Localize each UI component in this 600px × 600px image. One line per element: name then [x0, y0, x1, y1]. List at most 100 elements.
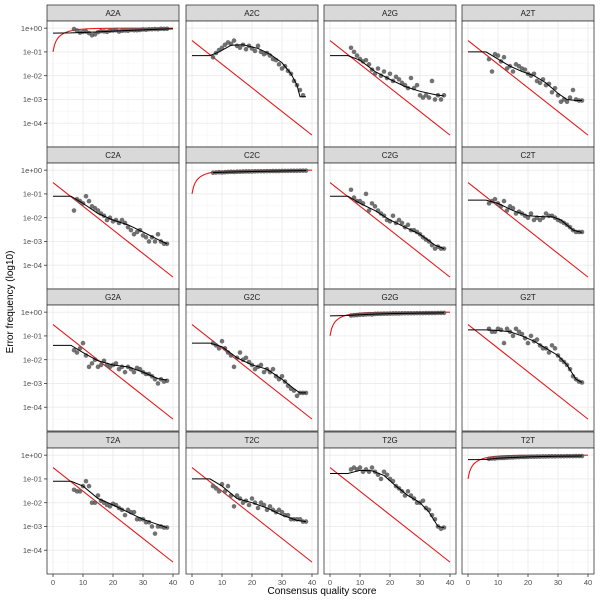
observed-error-point: [537, 80, 543, 86]
observed-error-point: [279, 374, 285, 379]
y-tick-label: 1e-04: [23, 403, 42, 412]
observed-error-point: [122, 369, 128, 375]
observed-error-point: [225, 483, 231, 489]
observed-error-point: [420, 498, 426, 504]
observed-error-point: [495, 53, 501, 58]
observed-error-point: [164, 378, 170, 384]
observed-error-point: [258, 362, 264, 368]
observed-error-point: [273, 374, 279, 379]
panel-grid: [462, 21, 594, 147]
observed-error-point: [363, 57, 369, 63]
observed-error-point: [131, 509, 137, 515]
observed-error-point: [155, 381, 161, 386]
panel-data: [52, 324, 174, 420]
observed-error-point: [80, 340, 86, 346]
observed-error-point: [86, 198, 92, 204]
observed-error-point: [528, 333, 534, 339]
nominal-error-line: [467, 324, 589, 420]
observed-error-point: [219, 338, 225, 344]
facet-strip-label: A2C: [244, 9, 260, 18]
y-tick-label: 1e-01: [23, 48, 42, 57]
observed-error-point: [567, 95, 573, 100]
observed-error-point: [549, 90, 555, 95]
observed-error-point: [492, 196, 498, 202]
y-tick-label: 1e-02: [23, 498, 42, 507]
y-tick-label: 1e-02: [23, 71, 42, 80]
y-tick-label: 1e-01: [23, 475, 42, 484]
panel-data: [191, 324, 313, 420]
observed-error-point: [522, 67, 528, 72]
panel-data: [467, 40, 589, 136]
observed-error-point: [98, 362, 104, 368]
fitted-error-line: [53, 480, 168, 529]
x-tick-label: 10: [494, 578, 502, 587]
observed-error-point: [438, 97, 444, 102]
panel-border: [46, 304, 180, 432]
observed-error-point: [152, 531, 158, 536]
observed-error-point: [552, 346, 558, 351]
facet-strip-label: A2T: [521, 9, 536, 18]
y-tick-label: 1e-04: [23, 261, 42, 270]
facet-strip-label: T2G: [382, 436, 398, 445]
facet-panel-a2c: A2C: [185, 4, 319, 148]
observed-error-point: [152, 239, 158, 244]
y-tick-label: 1e+00: [21, 451, 42, 460]
fitted-error-line: [53, 195, 168, 245]
observed-error-point: [255, 505, 261, 511]
y-tick-label: 1e-04: [23, 119, 42, 128]
observed-error-point: [95, 208, 101, 213]
observed-error-point: [237, 350, 243, 355]
panel-data: [191, 467, 313, 563]
y-tick-label: 1e-02: [23, 213, 42, 222]
nominal-error-line: [52, 182, 174, 278]
facet-panel-c2a: C2A 1e+00 1e-01 1e-02 1e-03 1e-04: [21, 146, 180, 290]
facet-strip-label: G2C: [244, 293, 261, 302]
panel-border: [323, 304, 457, 432]
observed-error-point: [210, 54, 216, 60]
nominal-error-line: [191, 324, 313, 420]
observed-error-point: [234, 493, 240, 498]
panel-grid: [47, 448, 179, 574]
observed-error-point: [366, 208, 372, 213]
y-tick-label: 1e-03: [23, 95, 42, 104]
facet-strip-label: G2T: [520, 293, 536, 302]
observed-error-point: [149, 524, 155, 529]
observed-error-point: [74, 350, 80, 355]
observed-error-point: [276, 62, 282, 67]
y-tick-label: 1e-03: [23, 237, 42, 246]
nominal-error-line: [329, 467, 451, 563]
facet-strip-label: C2A: [105, 151, 121, 160]
observed-error-point: [86, 364, 92, 370]
observed-error-point: [252, 48, 258, 54]
x-tick-label: 0: [51, 578, 55, 587]
fitted-error-line: [468, 199, 583, 233]
observed-error-point: [570, 374, 576, 379]
facet-panel-a2g: A2G: [323, 4, 457, 148]
x-tick-label: 30: [416, 578, 424, 587]
panel-data: [191, 38, 313, 136]
panel-grid: [324, 305, 456, 431]
observed-error-point: [267, 504, 273, 509]
observed-error-point: [225, 350, 231, 355]
observed-error-point: [270, 366, 276, 372]
facet-strip-label: T2C: [244, 436, 259, 445]
observed-error-point: [501, 54, 507, 60]
observed-error-point: [119, 217, 125, 223]
fitted-error-line: [467, 455, 583, 461]
observed-error-point: [513, 326, 519, 332]
observed-error-point: [489, 69, 495, 74]
facet-strip-label: A2A: [105, 9, 121, 18]
y-tick-label: 1e-03: [23, 379, 42, 388]
observed-error-point: [243, 355, 249, 361]
observed-error-point: [498, 327, 504, 333]
observed-error-point: [348, 45, 354, 51]
nominal-error-line: [329, 182, 451, 278]
y-tick-label: 1e-04: [23, 546, 42, 555]
nominal-error-line: [52, 467, 174, 563]
nominal-error-line: [52, 324, 174, 420]
y-tick-label: 1e-01: [23, 190, 42, 199]
observed-error-point: [396, 77, 402, 82]
y-axis-title: Error frequency (log10): [5, 251, 16, 354]
y-tick-label: 1e-02: [23, 355, 42, 364]
observed-error-point: [143, 234, 149, 240]
